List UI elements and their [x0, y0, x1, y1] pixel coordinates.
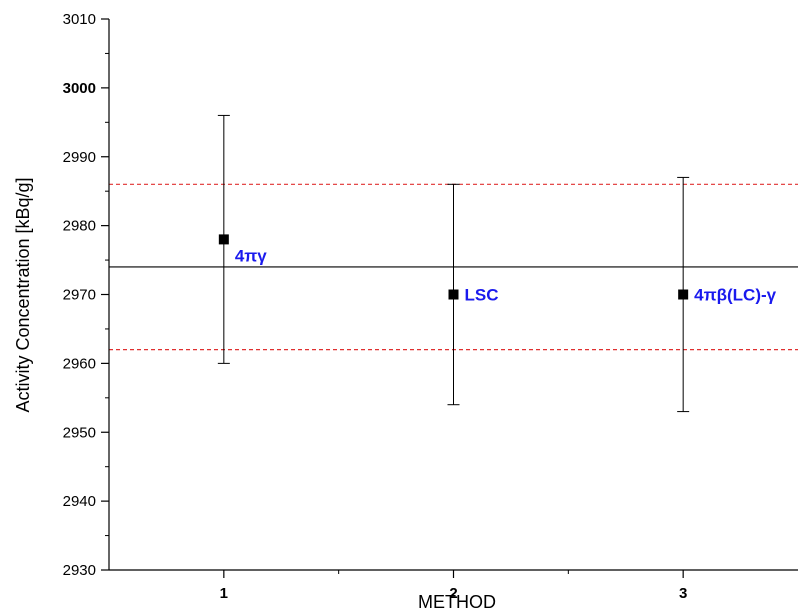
- plot-area: 4πγ LSC 4πβ(LC)-γ: [109, 114, 798, 413]
- data-point-3: [678, 289, 689, 300]
- y-axis-title: Activity Concentration [kBq/g]: [13, 177, 33, 412]
- point-label-3: 4πβ(LC)-γ: [694, 286, 776, 305]
- y-tick-label-6: 2980: [63, 218, 96, 235]
- x-axis-title: METHOD: [418, 592, 496, 612]
- x-tick-label-3: 3: [679, 585, 687, 602]
- y-tick-label-9: 3010: [63, 11, 96, 28]
- y-tick-label-3: 2950: [63, 424, 96, 441]
- data-point-2: [448, 289, 459, 300]
- axes: 2930 2940 2950 2960 2970 2980 2990 3000 3010 1 2 3: [63, 11, 798, 602]
- x-tick-label-1: 1: [220, 585, 228, 602]
- point-label-2: LSC: [465, 286, 499, 305]
- y-tick-label-4: 2960: [63, 355, 96, 372]
- x-tick-label-2: 2: [449, 585, 457, 602]
- data-point-1: [218, 234, 229, 245]
- y-tick-label-8: 3000: [63, 80, 96, 97]
- y-tick-label-1: 2930: [63, 562, 96, 579]
- y-tick-label-5: 2970: [63, 287, 96, 304]
- point-label-1: 4πγ: [235, 246, 267, 265]
- y-tick-label-7: 2990: [63, 149, 96, 166]
- y-tick-label-2: 2940: [63, 493, 96, 510]
